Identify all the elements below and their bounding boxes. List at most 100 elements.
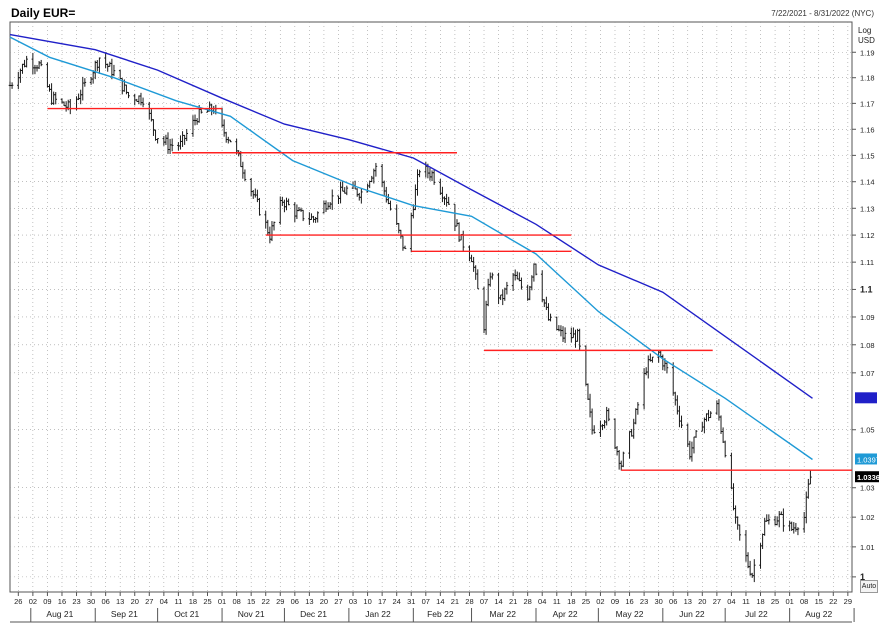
price-bar xyxy=(330,189,334,210)
x-tick-label: 14 xyxy=(494,597,502,606)
price-bar xyxy=(809,470,812,485)
x-tick-label: 11 xyxy=(175,597,183,606)
y-tick-label: 1.1 xyxy=(860,284,873,294)
y-tick-label: 1.18 xyxy=(860,74,875,83)
last-price-tag xyxy=(855,471,879,483)
price-bar xyxy=(738,524,742,541)
x-tick-label: 06 xyxy=(101,597,109,606)
x-tick-label: 27 xyxy=(713,597,721,606)
x-tick-label: 20 xyxy=(698,597,706,606)
price-bar xyxy=(141,97,145,108)
x-month-label: May 22 xyxy=(616,609,644,619)
x-tick-label: 18 xyxy=(189,597,197,606)
price-bar xyxy=(403,245,407,250)
y-tick-label: 1.16 xyxy=(860,125,875,134)
x-tick-label: 04 xyxy=(538,597,546,606)
price-bar xyxy=(651,356,654,363)
price-bar xyxy=(389,200,392,211)
price-bar xyxy=(520,277,523,290)
moving-average-tag-label-1: 1.0397 xyxy=(857,455,880,464)
price-bar xyxy=(505,281,509,295)
moving-average-tag-2 xyxy=(855,392,877,404)
y-tick-label: 1.17 xyxy=(860,99,875,108)
x-tick-label: 25 xyxy=(203,597,211,606)
x-tick-label: 15 xyxy=(247,597,255,606)
price-bar xyxy=(709,411,712,419)
price-bar xyxy=(665,362,669,374)
x-month-label: Apr 22 xyxy=(553,609,578,619)
price-bar xyxy=(578,328,581,351)
x-tick-label: 10 xyxy=(363,597,371,606)
price-bar xyxy=(10,82,14,89)
price-bar xyxy=(229,139,232,143)
last-price-label: 1.0336 xyxy=(857,473,880,482)
price-bar xyxy=(301,209,305,222)
y-tick-label: 1.01 xyxy=(860,543,875,552)
x-tick-label: 27 xyxy=(145,597,153,606)
x-month-label: Aug 21 xyxy=(46,609,73,619)
y-tick-label: 1.08 xyxy=(860,341,875,350)
moving-average-tag-1 xyxy=(855,453,877,465)
x-tick-label: 18 xyxy=(567,597,575,606)
x-tick-label: 01 xyxy=(785,597,793,606)
x-tick-label: 25 xyxy=(771,597,779,606)
x-tick-label: 29 xyxy=(276,597,284,606)
auto-scale-button[interactable]: Auto xyxy=(860,580,878,593)
x-tick-label: 07 xyxy=(480,597,488,606)
price-bar xyxy=(170,138,174,152)
price-bar xyxy=(374,162,378,177)
x-tick-label: 26 xyxy=(14,597,22,606)
x-month-label: Feb 22 xyxy=(427,609,454,619)
price-bar xyxy=(636,402,640,415)
x-month-label: Dec 21 xyxy=(300,609,327,619)
price-bar xyxy=(447,196,450,205)
x-tick-label: 13 xyxy=(305,597,313,606)
x-tick-label: 15 xyxy=(815,597,823,606)
price-bar xyxy=(563,327,567,343)
y-tick-label: 1.05 xyxy=(860,426,875,435)
price-bar xyxy=(418,169,421,178)
price-bar xyxy=(767,514,771,525)
price-bar xyxy=(156,138,159,144)
x-month-label: Mar 22 xyxy=(489,609,516,619)
x-month-label: Jul 22 xyxy=(745,609,768,619)
x-tick-label: 28 xyxy=(524,597,532,606)
price-bar xyxy=(39,59,43,67)
x-tick-label: 21 xyxy=(509,597,517,606)
price-bar xyxy=(752,559,756,583)
price-bar xyxy=(185,129,189,142)
scale-label[interactable]: Log xyxy=(858,26,872,35)
x-month-label: Jun 22 xyxy=(679,609,705,619)
x-tick-label: 21 xyxy=(451,597,459,606)
x-tick-label: 09 xyxy=(43,597,51,606)
price-bar xyxy=(98,57,101,74)
date-range-label: 7/22/2021 - 8/31/2022 (NYC) xyxy=(771,9,874,18)
x-tick-label: 23 xyxy=(640,597,648,606)
x-tick-label: 16 xyxy=(58,597,66,606)
y-tick-label: 1.15 xyxy=(860,151,875,160)
x-tick-label: 04 xyxy=(727,597,735,606)
x-tick-label: 08 xyxy=(800,597,808,606)
x-tick-label: 22 xyxy=(829,597,837,606)
price-bar xyxy=(534,263,538,276)
price-bar xyxy=(316,211,319,223)
x-tick-label: 01 xyxy=(218,597,226,606)
price-bar xyxy=(491,272,494,280)
price-bar xyxy=(243,169,247,182)
x-month-label: Oct 21 xyxy=(174,609,199,619)
x-tick-label: 18 xyxy=(756,597,764,606)
x-tick-label: 13 xyxy=(684,597,692,606)
x-tick-label: 09 xyxy=(611,597,619,606)
currency-label: USD xyxy=(858,36,875,45)
x-tick-label: 20 xyxy=(131,597,139,606)
chart-title: Daily EUR= xyxy=(11,6,76,20)
y-tick-label: 1.11 xyxy=(860,258,874,267)
y-tick-label: 1.03 xyxy=(860,484,875,493)
price-bar xyxy=(258,197,261,216)
x-tick-label: 25 xyxy=(582,597,590,606)
x-tick-label: 22 xyxy=(262,597,270,606)
price-bar xyxy=(112,64,116,77)
price-bar xyxy=(25,55,28,68)
